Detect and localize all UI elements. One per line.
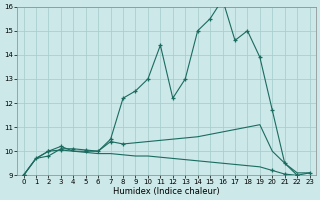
X-axis label: Humidex (Indice chaleur): Humidex (Indice chaleur) — [113, 187, 220, 196]
